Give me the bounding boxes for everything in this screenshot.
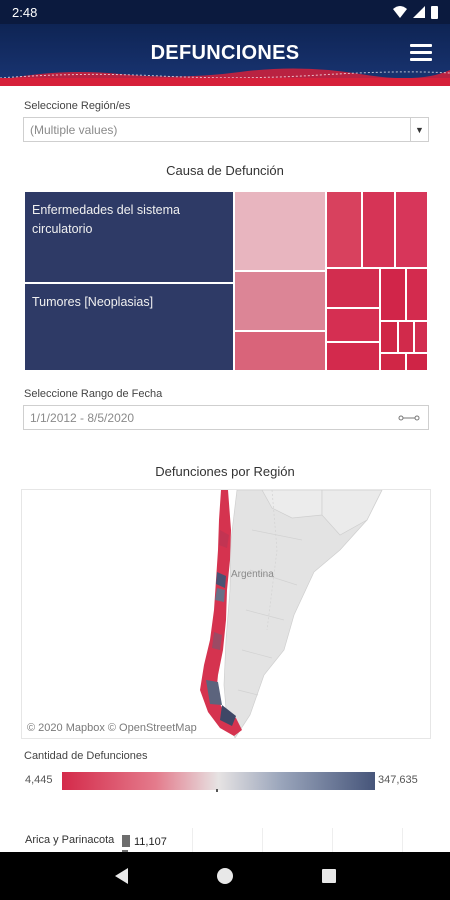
gridline [262,828,263,852]
system-nav-bar [0,852,450,900]
page-title: DEFUNCIONES [150,42,300,64]
treemap-cell[interactable] [362,191,395,268]
region-select[interactable]: (Multiple values) ▼ [23,117,429,142]
legend-min-value: 4,445 [25,774,53,786]
treemap-cell[interactable] [326,342,380,371]
dropdown-arrow-icon[interactable]: ▼ [410,118,428,141]
hamburger-menu-icon[interactable] [410,44,432,62]
status-time: 2:48 [12,4,38,20]
region-row-label: Arica y Parinacota [25,834,115,846]
legend-title: Cantidad de Defunciones [24,750,148,762]
legend-color-scale [62,772,375,790]
cause-of-death-treemap[interactable]: Enfermedades del sistema circulatorio Tu… [24,191,428,371]
treemap-cell[interactable] [326,268,380,308]
map-country-label: Argentina [231,569,274,580]
home-icon[interactable] [216,868,233,884]
status-icons [393,5,438,19]
map-canvas [200,490,383,738]
gridline [402,828,403,852]
treemap-cell[interactable] [234,331,326,371]
map-attribution[interactable]: © 2020 Mapbox © OpenStreetMap [25,722,199,734]
legend-tick [216,789,218,792]
treemap-cell[interactable] [398,321,414,353]
range-slider-icon[interactable] [398,415,420,421]
treemap-cell-tumors[interactable]: Tumores [Neoplasias] [24,283,234,371]
treemap-cell[interactable] [234,271,326,331]
gridline [332,828,333,852]
app-header: DEFUNCIONES [0,24,450,86]
signal-icon [413,6,425,18]
back-icon[interactable] [114,868,128,884]
treemap-cell[interactable] [395,191,428,268]
treemap-cell-circulatory[interactable]: Enfermedades del sistema circulatorio [24,191,234,283]
treemap-cell[interactable] [234,191,326,271]
treemap-label-circulatory: Enfermedades del sistema circulatorio [32,203,180,236]
battery-icon [431,5,438,19]
treemap-cell[interactable] [406,268,428,321]
wifi-icon [393,6,407,18]
region-row-bar[interactable] [122,835,130,847]
treemap-label-tumors: Tumores [Neoplasias] [32,295,154,309]
region-row-bar[interactable] [122,850,128,852]
header-decoration [0,68,450,80]
region-select-value: (Multiple values) [30,123,118,137]
header-red-band [0,78,450,86]
region-bar-list[interactable]: Arica y Parinacota 11,107 [0,828,450,852]
treemap-cell[interactable] [414,321,428,353]
treemap-cell[interactable] [406,353,428,371]
map-title: Defunciones por Región [155,464,295,479]
treemap-title: Causa de Defunción [166,163,284,178]
date-range-input[interactable]: 1/1/2012 - 8/5/2020 [23,405,429,430]
legend-max-value: 347,635 [378,774,418,786]
gridline [192,828,193,852]
date-filter-label: Seleccione Rango de Fecha [24,388,163,400]
region-filter-label: Seleccione Región/es [24,100,131,112]
region-row-value: 11,107 [134,836,167,848]
treemap-cell[interactable] [326,191,362,268]
status-bar: 2:48 [0,0,450,24]
recent-apps-icon[interactable] [321,869,336,883]
date-range-value: 1/1/2012 - 8/5/2020 [30,411,135,425]
treemap-cell[interactable] [380,353,406,371]
treemap-cell[interactable] [380,268,406,321]
treemap-cell[interactable] [380,321,398,353]
region-map[interactable]: Argentina © 2020 Mapbox © OpenStreetMap [21,489,431,739]
treemap-cell[interactable] [326,308,380,342]
